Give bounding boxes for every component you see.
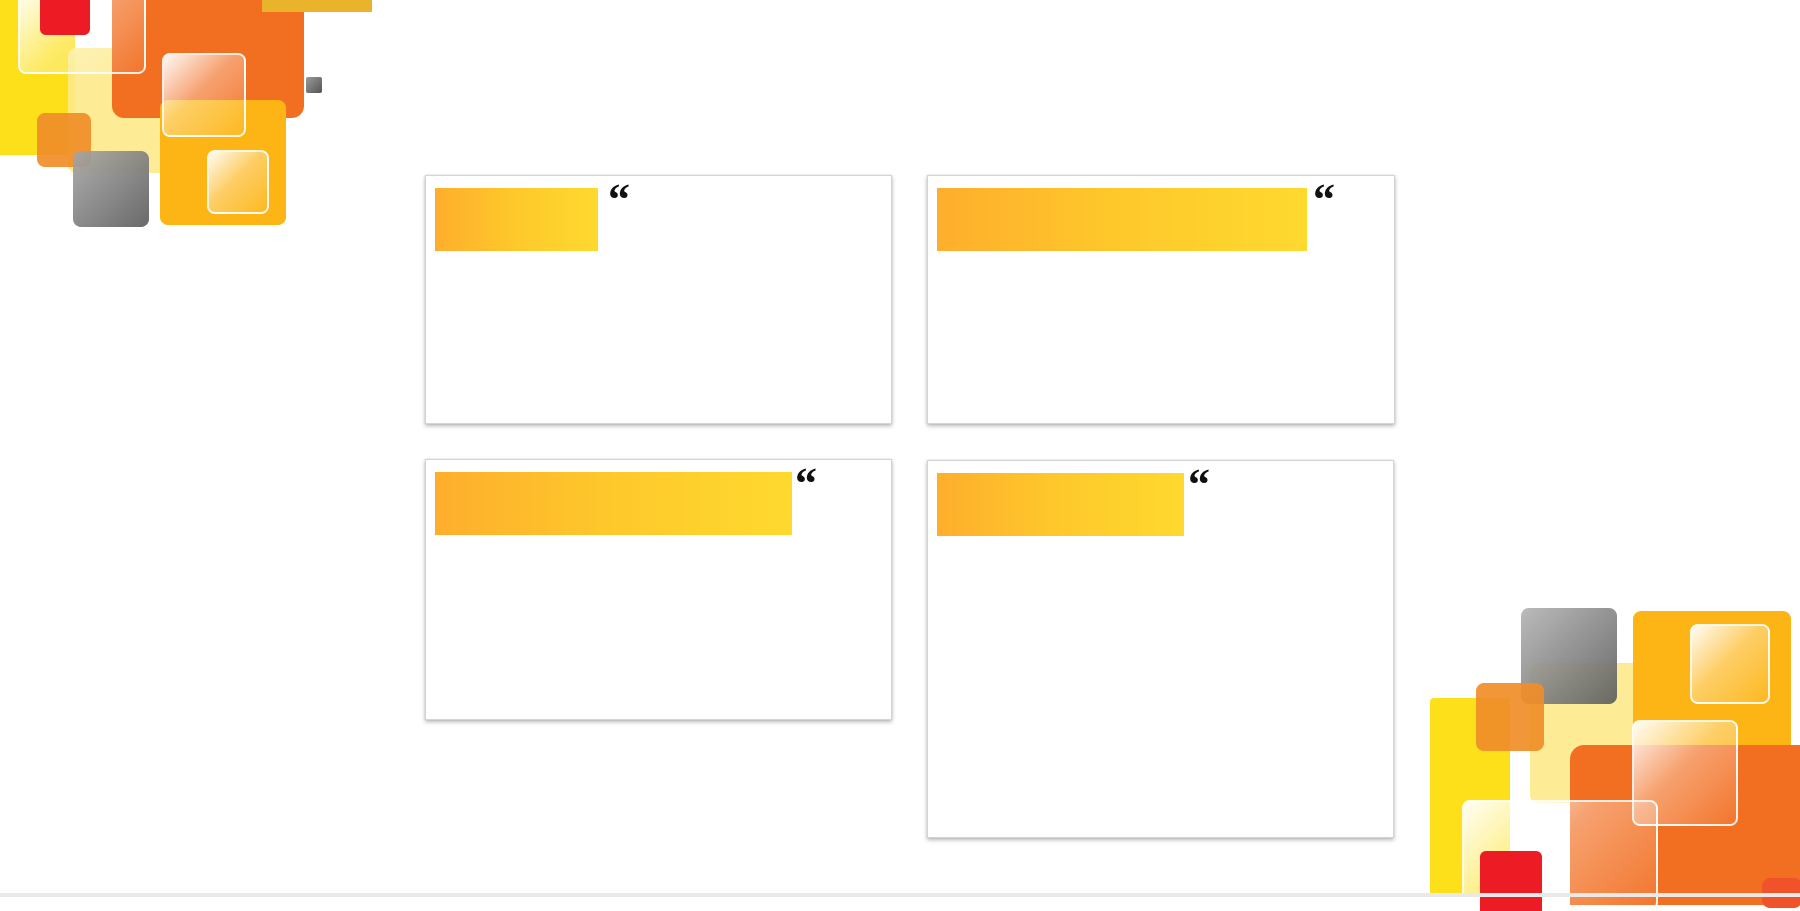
quote-mark-icon: “ xyxy=(1188,460,1210,509)
red-square xyxy=(1480,851,1542,911)
yellow-square xyxy=(1430,698,1510,897)
glass-square-top xyxy=(1690,624,1770,704)
yellow-square xyxy=(0,0,75,155)
orange-square-small xyxy=(1476,683,1544,751)
glass-square-mid xyxy=(162,53,246,137)
quote-mark-icon: “ xyxy=(608,175,630,224)
content-card-2[interactable]: “ xyxy=(927,175,1395,424)
glass-square-mid xyxy=(1632,720,1738,826)
pale-yellow-square xyxy=(1530,663,1695,803)
card-title-bar xyxy=(435,472,792,535)
gray-square xyxy=(1521,608,1617,704)
glass-square-small xyxy=(207,150,269,214)
orange-square-large xyxy=(1570,745,1800,905)
orange-square-large xyxy=(112,0,304,118)
amber-strip xyxy=(262,0,372,12)
red-square xyxy=(40,0,90,35)
amber-square xyxy=(160,100,286,225)
glass-square-top xyxy=(18,0,146,74)
bottom-divider xyxy=(0,893,1800,897)
content-card-1[interactable]: “ xyxy=(425,175,892,424)
decoration-top-left xyxy=(0,0,372,230)
content-card-3[interactable]: “ xyxy=(425,459,892,720)
content-card-4[interactable]: “ xyxy=(927,460,1394,838)
pale-yellow-square xyxy=(68,48,208,173)
decoration-bottom-right xyxy=(1420,600,1800,911)
gray-square xyxy=(73,151,149,227)
card-title-bar xyxy=(937,188,1307,251)
gray-dot xyxy=(306,77,322,93)
orange-square-small xyxy=(37,113,91,167)
card-title-bar xyxy=(937,473,1184,536)
card-title-bar xyxy=(435,188,598,251)
amber-square xyxy=(1633,611,1791,771)
quote-mark-icon: “ xyxy=(795,459,817,508)
quote-mark-icon: “ xyxy=(1313,175,1335,224)
